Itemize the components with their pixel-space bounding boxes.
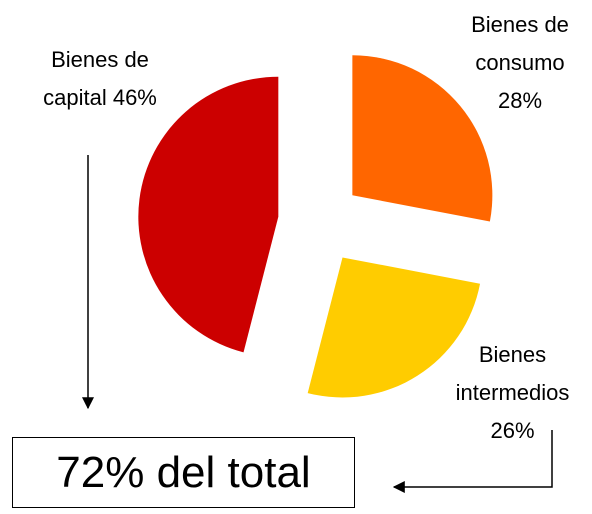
arrow [392,430,553,493]
slice-label: Bienes intermedios 26% [440,336,585,450]
value-label: 26% [490,418,535,443]
slice-label: Bienes de consumo 28% [440,6,592,120]
annotation: 72% del total [12,437,355,508]
pie-slice [307,257,481,398]
pie-slice [138,76,279,353]
category-name: Bienes de capital [43,47,149,110]
category-name: Bienes de consumo [471,12,569,75]
category-name: Bienes intermedios [455,342,570,405]
value-label: 28% [497,88,543,113]
pie-slice [352,55,493,222]
slice-label: Bienes de capital 46% [20,41,180,117]
value-label: 46% [112,85,157,110]
